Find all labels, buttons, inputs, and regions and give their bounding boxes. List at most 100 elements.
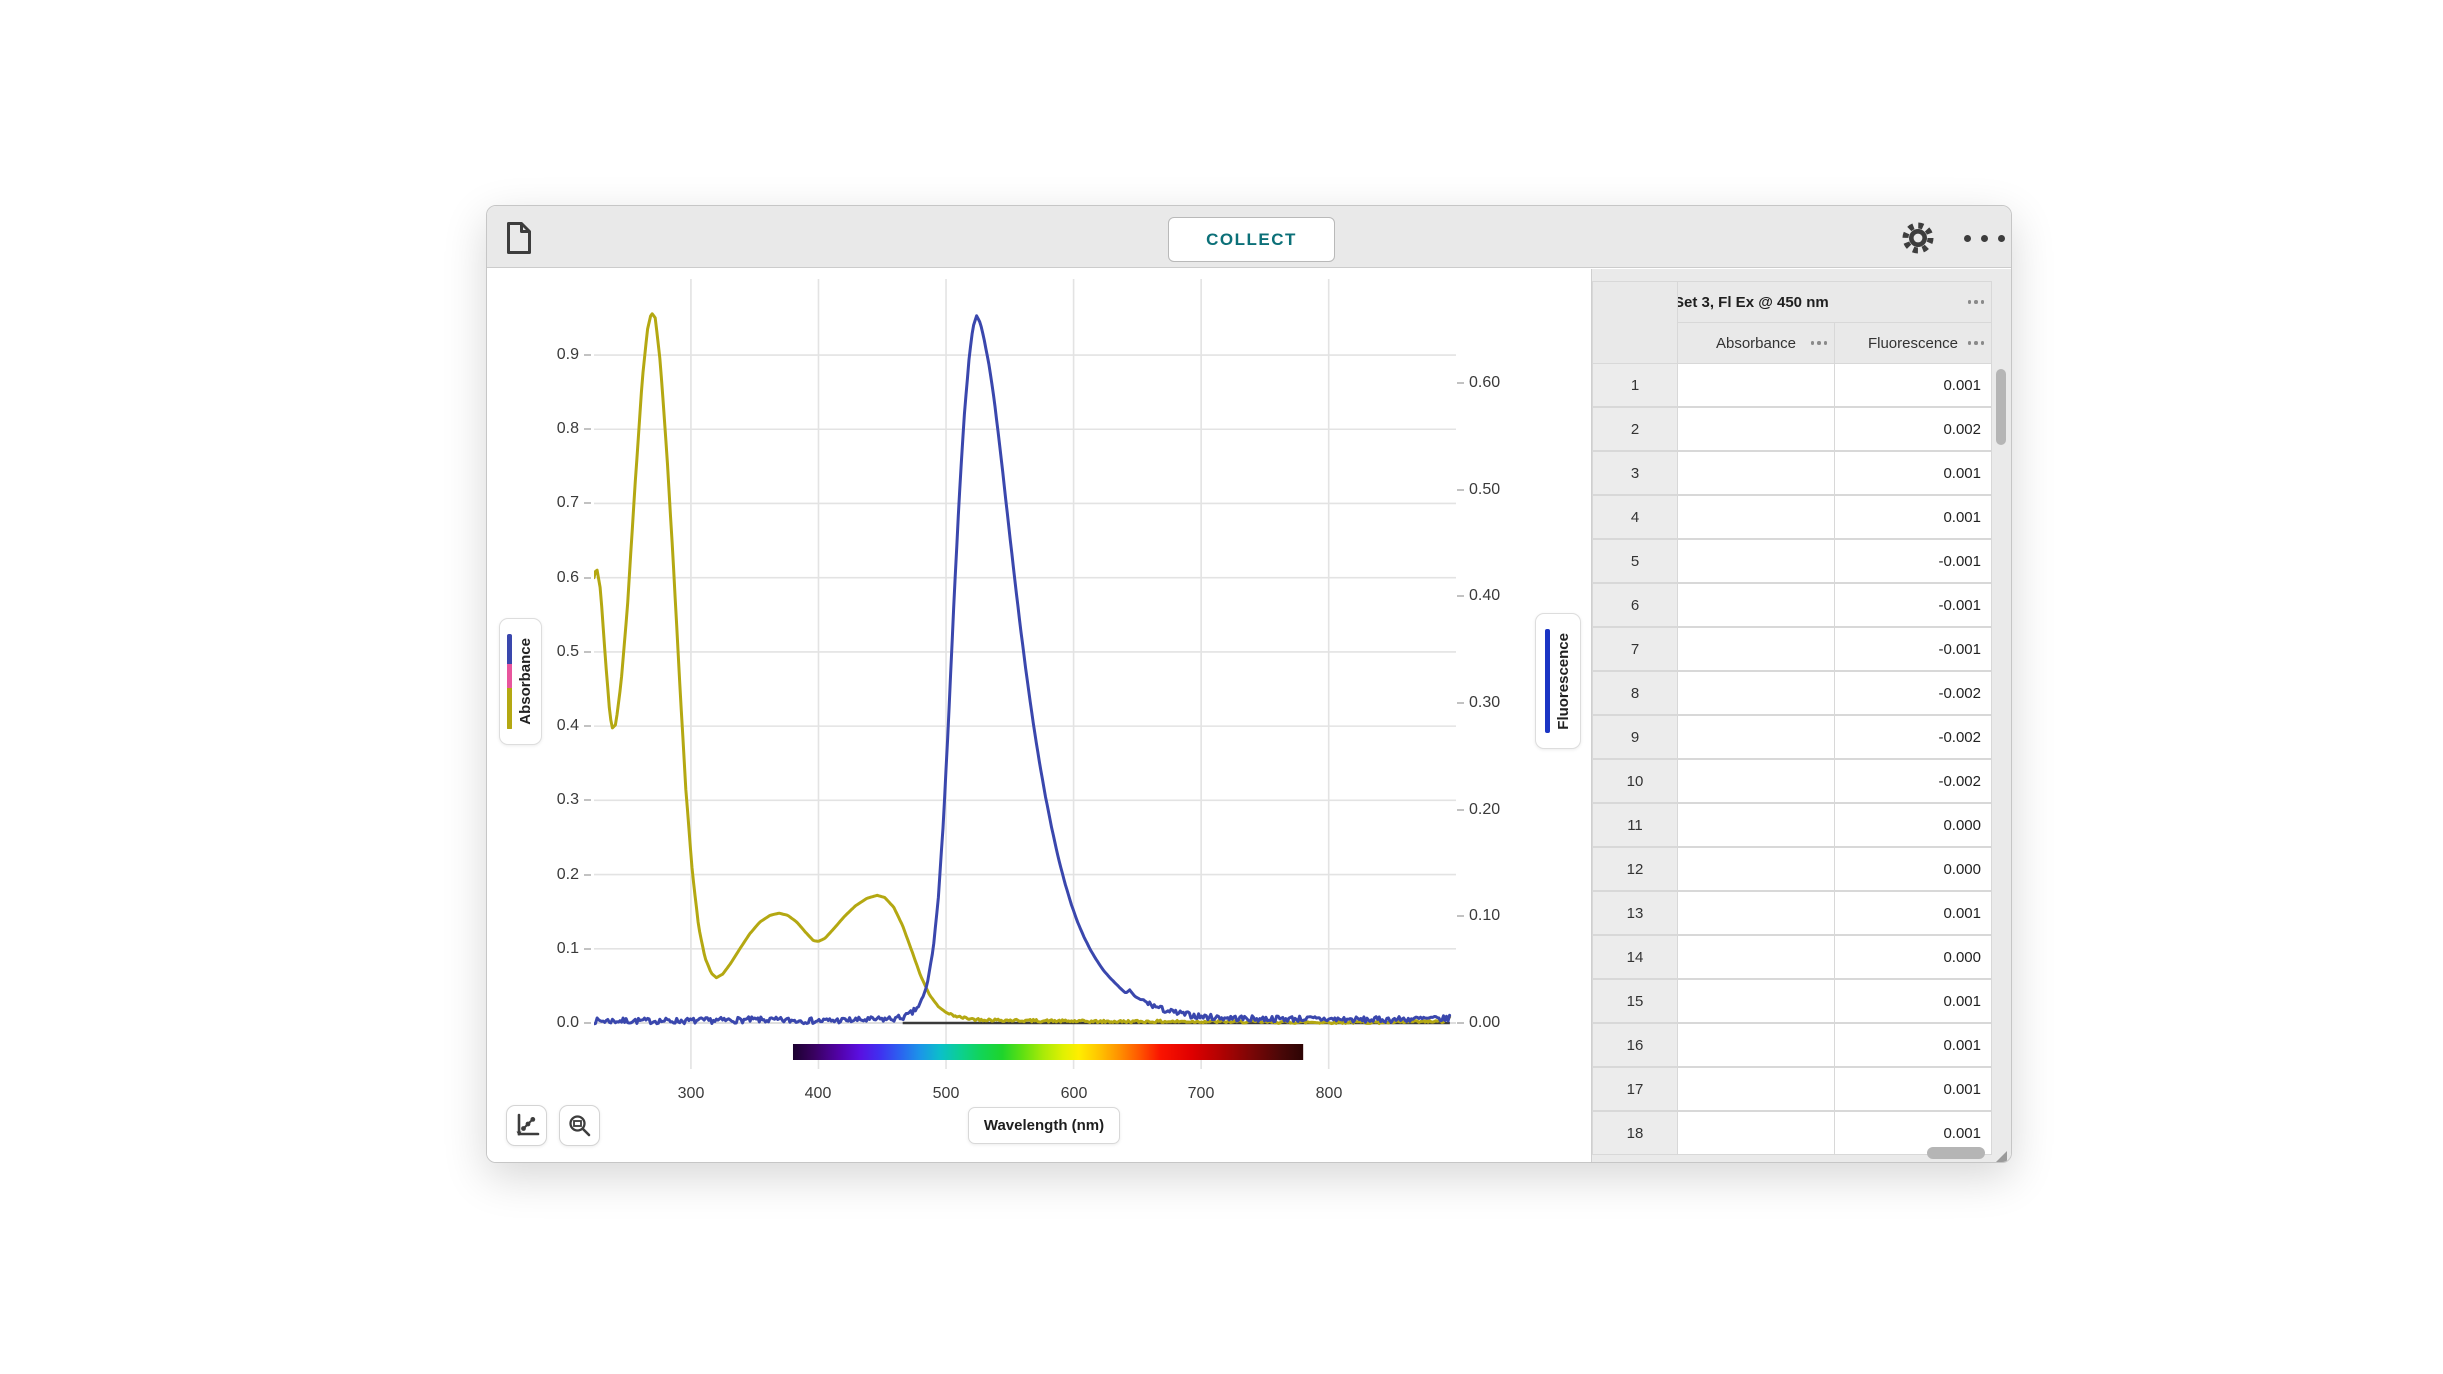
absorbance-cell[interactable] — [1677, 495, 1835, 539]
dataset-header[interactable]: Set 3, Fl Ex @ 450 nm — [1677, 281, 1992, 323]
right-axis-tick — [1457, 595, 1464, 597]
absorbance-cell[interactable] — [1677, 671, 1835, 715]
right-axis-tick-label: 0.10 — [1469, 907, 1501, 924]
fluorescence-cell[interactable]: -0.002 — [1834, 715, 1992, 759]
vertical-scrollbar[interactable] — [1996, 369, 2006, 445]
absorbance-cell[interactable] — [1677, 539, 1835, 583]
fluorescence-cell[interactable]: 0.001 — [1834, 979, 1992, 1023]
row-number-cell[interactable]: 14 — [1592, 935, 1678, 979]
column-options-icon[interactable] — [1967, 341, 1984, 345]
fluorescence-cell[interactable]: -0.002 — [1834, 671, 1992, 715]
row-number-cell[interactable]: 10 — [1592, 759, 1678, 803]
row-number-cell[interactable]: 9 — [1592, 715, 1678, 759]
fluorescence-cell[interactable]: 0.001 — [1834, 363, 1992, 407]
spectrum-bar — [792, 1044, 1304, 1060]
row-number-cell[interactable]: 3 — [1592, 451, 1678, 495]
left-axis-tick — [584, 725, 591, 727]
absorbance-axis-legend[interactable]: Absorbance — [499, 618, 542, 745]
right-axis-tick-label: 0.50 — [1469, 481, 1501, 498]
fluorescence-cell[interactable]: 0.001 — [1834, 451, 1992, 495]
absorbance-cell[interactable] — [1677, 891, 1835, 935]
gear-icon[interactable] — [1900, 220, 1936, 256]
right-axis-tick — [1457, 915, 1464, 917]
fluorescence-cell[interactable]: -0.001 — [1834, 539, 1992, 583]
absorbance-cell[interactable] — [1677, 583, 1835, 627]
row-number-cell[interactable]: 11 — [1592, 803, 1678, 847]
absorbance-cell[interactable] — [1677, 759, 1835, 803]
absorbance-cell[interactable] — [1677, 1023, 1835, 1067]
absorbance-cell[interactable] — [1677, 407, 1835, 451]
row-number-cell[interactable]: 8 — [1592, 671, 1678, 715]
fluorescence-cell[interactable]: 0.000 — [1834, 847, 1992, 891]
fluorescence-axis-legend[interactable]: Fluorescence — [1535, 613, 1581, 749]
row-number-cell[interactable]: 1 — [1592, 363, 1678, 407]
right-axis-tick — [1457, 702, 1464, 704]
row-number-cell[interactable]: 16 — [1592, 1023, 1678, 1067]
fluorescence-cell[interactable]: 0.001 — [1834, 1067, 1992, 1111]
absorbance-axis-label: Absorbance — [517, 638, 534, 725]
row-number-cell[interactable]: 6 — [1592, 583, 1678, 627]
resize-handle[interactable] — [1996, 1151, 2007, 1162]
horizontal-scrollbar[interactable] — [1927, 1147, 1985, 1159]
fluorescence-cell[interactable]: -0.001 — [1834, 627, 1992, 671]
row-number-cell[interactable]: 7 — [1592, 627, 1678, 671]
more-options-icon[interactable] — [1964, 231, 2008, 245]
dot — [1964, 234, 1971, 242]
left-axis-tick — [584, 799, 591, 801]
plot-area[interactable] — [592, 279, 1456, 1069]
zoom-out-icon — [568, 1114, 590, 1136]
absorbance-cell[interactable] — [1677, 451, 1835, 495]
collect-button[interactable]: COLLECT — [1168, 217, 1335, 262]
fluorescence-cell[interactable]: 0.001 — [1834, 1023, 1992, 1067]
absorbance-cell[interactable] — [1677, 803, 1835, 847]
fluorescence-cell[interactable]: 0.002 — [1834, 407, 1992, 451]
fluorescence-cell[interactable]: 0.000 — [1834, 803, 1992, 847]
fluorescence-cell[interactable]: 0.001 — [1834, 495, 1992, 539]
fluorescence-cell[interactable]: -0.001 — [1834, 583, 1992, 627]
left-axis-tick-label: 0.9 — [556, 346, 579, 363]
x-axis-title[interactable]: Wavelength (nm) — [968, 1107, 1120, 1144]
row-number-cell[interactable]: 18 — [1592, 1111, 1678, 1155]
row-number-cell[interactable]: 4 — [1592, 495, 1678, 539]
left-axis-tick-label: 0.6 — [556, 569, 579, 586]
left-axis-tick-label: 0.1 — [556, 940, 579, 957]
row-number-cell[interactable]: 13 — [1592, 891, 1678, 935]
left-axis-tick — [584, 577, 591, 579]
left-axis-tick-label: 0.8 — [556, 420, 579, 437]
row-number-cell[interactable]: 5 — [1592, 539, 1678, 583]
fluorescence-cell[interactable]: 0.000 — [1834, 935, 1992, 979]
row-number-cell[interactable]: 12 — [1592, 847, 1678, 891]
column-options-icon[interactable] — [1810, 341, 1827, 345]
right-axis-tick-label: 0.00 — [1469, 1014, 1501, 1031]
absorbance-cell[interactable] — [1677, 979, 1835, 1023]
graph-tools-button[interactable] — [506, 1105, 547, 1146]
absorbance-cell[interactable] — [1677, 715, 1835, 759]
left-axis-tick — [584, 1022, 591, 1024]
absorbance-cell[interactable] — [1677, 935, 1835, 979]
absorbance-legend-colorbar — [507, 633, 512, 730]
fluorescence-axis-label: Fluorescence — [1554, 632, 1572, 730]
left-axis-tick-label: 0.0 — [556, 1014, 579, 1031]
row-number-cell[interactable]: 15 — [1592, 979, 1678, 1023]
column-header-absorbance[interactable]: Absorbance — [1677, 322, 1835, 364]
absorbance-cell[interactable] — [1677, 847, 1835, 891]
left-axis-tick-label: 0.2 — [556, 866, 579, 883]
dot — [1981, 234, 1988, 242]
dataset-options-icon[interactable] — [1967, 300, 1984, 304]
legend-color-segment — [507, 633, 512, 665]
column-label: Absorbance — [1715, 334, 1797, 352]
absorbance-cell[interactable] — [1677, 363, 1835, 407]
row-number-cell[interactable]: 2 — [1592, 407, 1678, 451]
left-axis-tick-label: 0.4 — [556, 717, 579, 734]
column-header-fluorescence[interactable]: Fluorescence — [1834, 322, 1992, 364]
absorbance-cell[interactable] — [1677, 627, 1835, 671]
fluorescence-cell[interactable]: -0.002 — [1834, 759, 1992, 803]
absorbance-cell[interactable] — [1677, 1067, 1835, 1111]
document-icon[interactable] — [506, 221, 532, 255]
dataset-title: Set 3, Fl Ex @ 450 nm — [1677, 293, 1829, 311]
graph-tools-icon — [516, 1113, 539, 1136]
row-number-cell[interactable]: 17 — [1592, 1067, 1678, 1111]
fluorescence-cell[interactable]: 0.001 — [1834, 891, 1992, 935]
autoscale-zoom-button[interactable] — [559, 1105, 600, 1146]
absorbance-cell[interactable] — [1677, 1111, 1835, 1155]
